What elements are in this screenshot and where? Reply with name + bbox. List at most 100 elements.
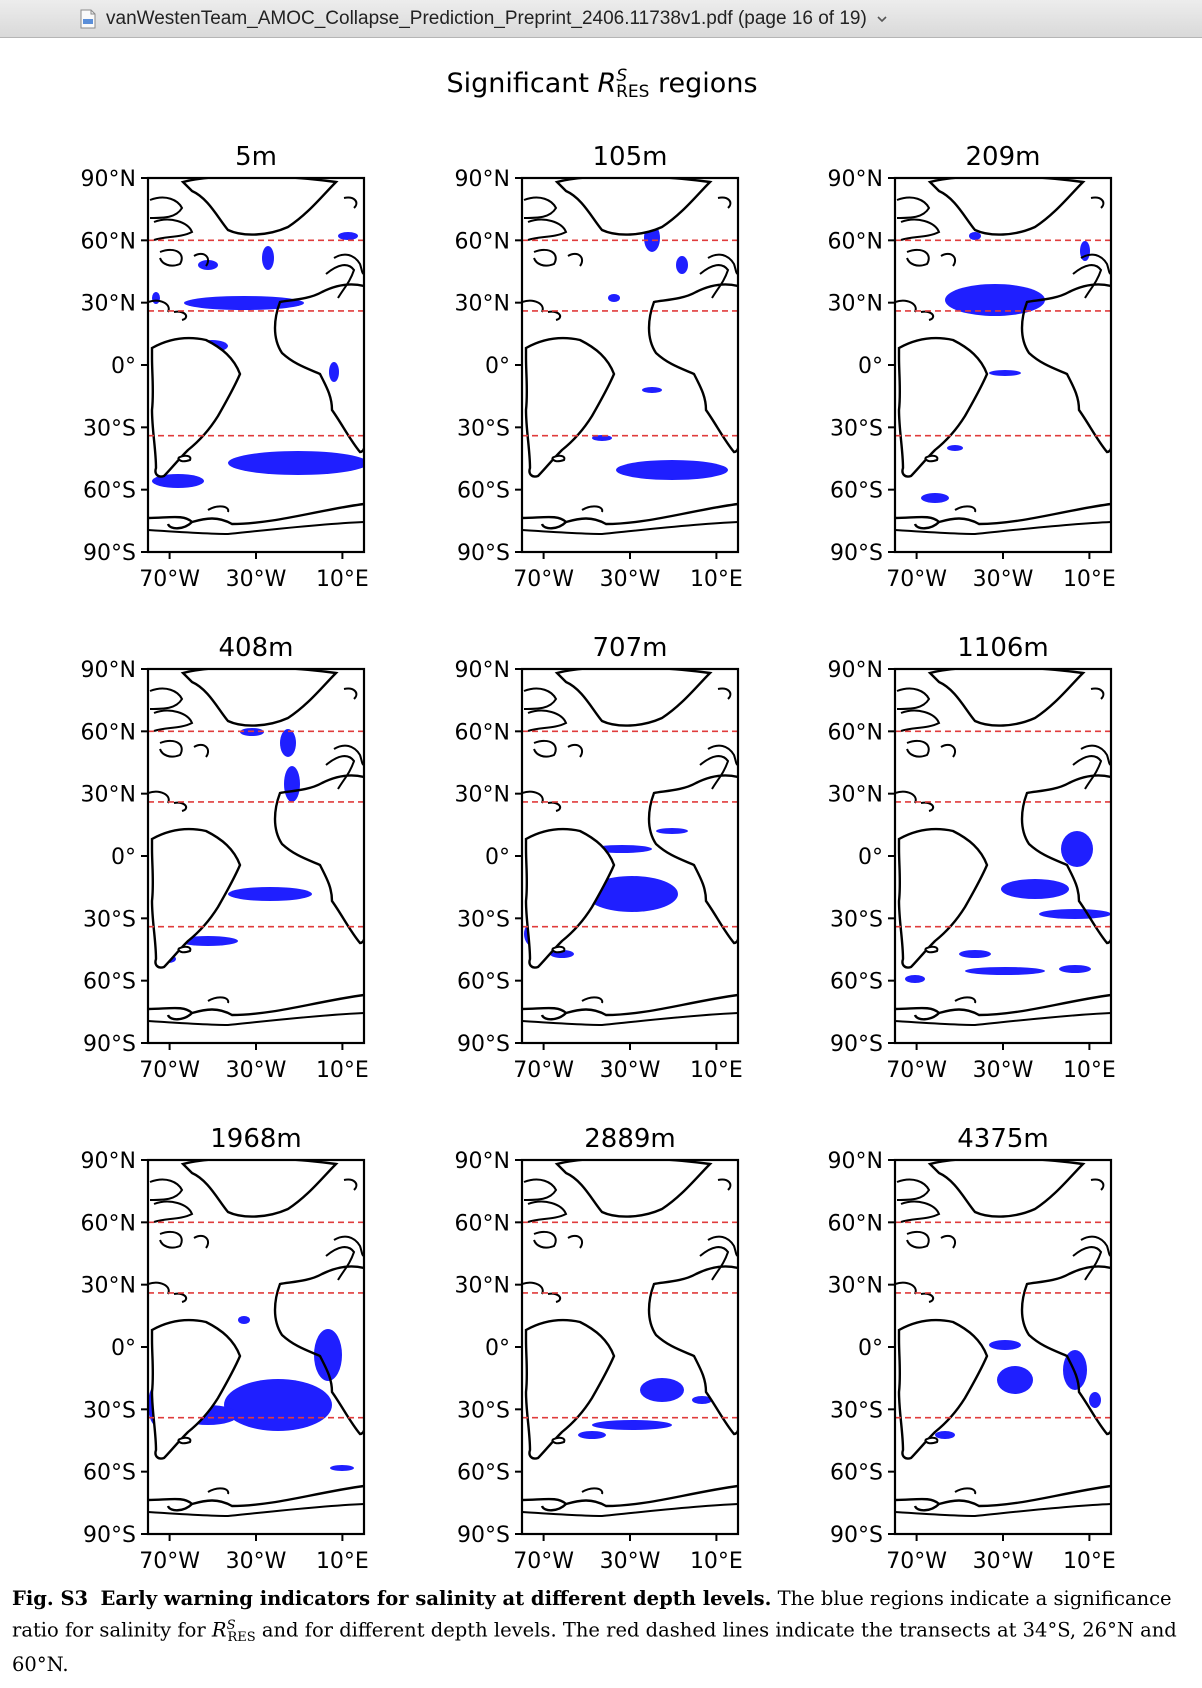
svg-text:Significant RSRES regions: Significant RS RES regions [446, 66, 757, 102]
lat-tick-label: 60°N [828, 229, 883, 254]
significant-region [642, 387, 662, 393]
chevron-down-icon[interactable] [875, 12, 889, 26]
lat-tick-label: 60°S [83, 1461, 136, 1486]
caption-variable-sup: S [226, 1618, 236, 1633]
lat-tick-label: 60°N [81, 720, 136, 745]
lat-tick-label: 90°S [830, 1032, 883, 1057]
lat-tick-label: 30°S [457, 1398, 510, 1423]
lat-tick-label: 90°S [83, 1523, 136, 1548]
lat-tick-label: 60°S [83, 970, 136, 995]
lat-tick-label: 0° [485, 845, 510, 870]
lon-tick-label: 70°W [886, 567, 947, 592]
lat-tick-label: 30°N [455, 783, 510, 808]
lat-tick-label: 90°S [457, 1523, 510, 1548]
map-area [895, 178, 1111, 536]
coastline [895, 1160, 1111, 1518]
lon-tick-label: 10°E [316, 1549, 369, 1574]
lon-tick-label: 30°W [600, 567, 661, 592]
lat-tick-label: 30°N [455, 292, 510, 317]
significant-region [608, 294, 620, 302]
coastline [895, 178, 1111, 536]
lat-tick-label: 30°N [828, 783, 883, 808]
lat-tick-label: 90°N [455, 167, 510, 192]
lat-tick-label: 30°N [81, 292, 136, 317]
significant-region [330, 1465, 354, 1471]
lat-tick-label: 0° [111, 845, 136, 870]
significant-region [578, 1431, 606, 1439]
lat-tick-label: 60°N [455, 1211, 510, 1236]
significant-region [1001, 879, 1069, 899]
lat-tick-label: 90°N [455, 1149, 510, 1174]
significant-region [338, 232, 358, 240]
significant-region [692, 1396, 712, 1404]
lat-tick-label: 30°S [83, 907, 136, 932]
map-panel: 105m 90°N 60°N 30°N 0° 30°S 60°S 90°S70°W 30°W 10… [455, 142, 743, 592]
lat-tick-label: 30°N [828, 292, 883, 317]
lat-tick-label: 0° [111, 354, 136, 379]
panel-title: 1968m [210, 1124, 302, 1154]
lat-tick-label: 60°N [828, 1211, 883, 1236]
map-panel: 1968m 90°N 60°N 30°N 0° 30°S 60°S 90°S70°W 30°W 1… [81, 1124, 369, 1574]
significant-region [935, 1431, 955, 1439]
lat-tick-label: 90°N [81, 167, 136, 192]
map-area [895, 1160, 1111, 1518]
caption-variable: R [211, 1618, 227, 1642]
lat-tick-label: 60°S [830, 479, 883, 504]
map-panel: 209m 90°N 60°N 30°N 0° 30°S 60°S 90°S70°W 30°W 10… [828, 142, 1116, 592]
lat-tick-label: 30°N [81, 783, 136, 808]
lat-tick-label: 90°N [828, 167, 883, 192]
significant-region [152, 474, 204, 488]
figure-caption: Fig. S3 Early warning indicators for sal… [12, 1585, 1194, 1678]
map-panel: 5m 90°N 60°N 30°N 0° 30°S 60°S 90°S70°W 30°W 10°E [81, 142, 369, 592]
lat-tick-label: 30°N [455, 1274, 510, 1299]
significant-region [1061, 831, 1093, 867]
lat-tick-label: 60°S [457, 1461, 510, 1486]
significant-region [224, 1379, 332, 1431]
lat-tick-label: 90°N [81, 1149, 136, 1174]
panel-title: 2889m [584, 1124, 676, 1154]
lon-tick-label: 10°E [316, 567, 369, 592]
caption-label: Fig. S3 [12, 1587, 89, 1610]
window-title: vanWestenTeam_AMOC_Collapse_Prediction_P… [106, 8, 867, 29]
panel-title: 1106m [957, 633, 1049, 663]
lon-tick-label: 70°W [513, 1549, 574, 1574]
lon-tick-label: 10°E [316, 1058, 369, 1083]
figure-significant-regions: Significant RS RES regions 5m 90°N 60°N 30°N… [81, 66, 1116, 1574]
lon-tick-label: 70°W [139, 1549, 200, 1574]
lon-tick-label: 70°W [513, 1058, 574, 1083]
map-panel: 4375m 90°N 60°N 30°N 0° 30°S 60°S 90°S70°W 30°W 1… [828, 1124, 1116, 1574]
lat-tick-label: 90°S [83, 541, 136, 566]
map-panel: 2889m 90°N 60°N 30°N 0° 30°S 60°S 90°S70°W 30°W 1… [455, 1124, 743, 1574]
lon-tick-label: 30°W [600, 1058, 661, 1083]
map-area [522, 1160, 738, 1518]
lat-tick-label: 30°S [830, 416, 883, 441]
significant-region [921, 493, 949, 503]
map-area [148, 178, 364, 536]
significant-region [656, 828, 688, 834]
lon-tick-label: 30°W [600, 1549, 661, 1574]
lon-tick-label: 30°W [226, 1058, 287, 1083]
lat-tick-label: 90°S [830, 541, 883, 566]
significant-region [592, 1420, 672, 1430]
lon-tick-label: 10°E [1063, 1549, 1116, 1574]
panel-title: 707m [593, 633, 668, 663]
lon-tick-label: 10°E [690, 1058, 743, 1083]
significant-region [198, 260, 218, 270]
lon-tick-label: 30°W [973, 567, 1034, 592]
lon-tick-label: 70°W [513, 567, 574, 592]
significant-region [616, 460, 728, 480]
lat-tick-label: 60°N [828, 720, 883, 745]
map-area [895, 669, 1111, 1027]
significant-region [959, 950, 991, 958]
lon-tick-label: 10°E [1063, 567, 1116, 592]
significant-region [1089, 1392, 1101, 1408]
lat-tick-label: 0° [111, 1336, 136, 1361]
significant-region [262, 246, 274, 270]
lat-tick-label: 90°N [455, 658, 510, 683]
lat-tick-label: 90°S [457, 1032, 510, 1057]
significant-region [586, 876, 678, 912]
lon-tick-label: 70°W [139, 1058, 200, 1083]
window-title-group[interactable]: vanWestenTeam_AMOC_Collapse_Prediction_P… [80, 6, 889, 32]
caption-text-2: and for different depth levels. The red … [12, 1618, 1177, 1677]
map-area [522, 178, 738, 536]
